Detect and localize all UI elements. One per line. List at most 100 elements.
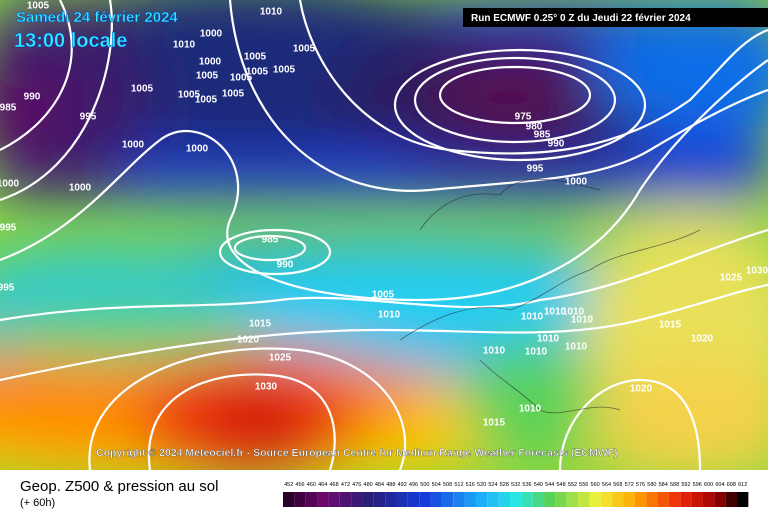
scale-label: 472 [341,482,350,488]
scale-label: 544 [545,482,554,488]
scale-swatch [691,492,703,507]
isobar-label: 1020 [691,334,714,345]
scale-label: 540 [534,482,543,488]
isobar-label: 1000 [199,57,222,68]
scale-label: 572 [625,482,634,488]
scale-swatch [362,492,374,507]
scale-label: 520 [477,482,486,488]
scale-swatch [510,492,522,507]
scale-swatch [283,492,295,507]
isobar-label: 1015 [659,320,682,331]
scale-swatch [475,492,488,507]
isobar-label: 1010 [260,7,283,18]
scale-label: 484 [375,482,384,488]
isobar-label: 1010 [544,307,567,318]
isobar-label: 1005 [293,44,316,55]
scale-swatch [680,492,692,507]
isobar-label: 1010 [571,315,594,326]
isobar-label: 1005 [195,95,218,106]
isobar-label: 1010 [565,342,588,353]
scale-label: 552 [568,482,577,488]
isobar-label: 1005 [178,90,201,101]
scale-swatch [464,492,476,507]
isobar-label: 1030 [746,266,768,277]
scale-label: 464 [318,482,327,488]
isobar-label: 985 [534,130,551,141]
scale-swatch [657,492,669,507]
isobar-label: 985 [262,235,279,246]
scale-swatch [385,492,397,507]
scale-swatch [407,492,420,507]
scale-swatch [544,492,556,507]
scale-swatch [441,492,454,507]
isobar-label: 1000 [186,144,209,155]
scale-swatch [578,492,590,507]
isobar-label: 1000 [0,179,20,190]
scale-swatch [294,492,306,507]
scale-swatch [702,492,715,507]
scale-swatch [714,492,726,507]
scale-label: 500 [420,482,429,488]
scale-label: 468 [329,482,338,488]
scale-swatch [737,492,749,507]
footer-subtitle: (+ 60h) [20,497,55,509]
isobar-label: 1000 [69,183,92,194]
scale-label: 496 [409,482,418,488]
scale-label: 600 [704,482,713,488]
scale-label: 568 [613,482,622,488]
isobar-label: 1005 [230,73,253,84]
scale-label: 580 [647,482,656,488]
scale-label: 476 [352,482,361,488]
scale-label: 488 [386,482,395,488]
isobar-label: 1010 [378,310,401,321]
scale-label: 536 [522,482,531,488]
isobar-label: 1000 [122,140,145,151]
isobar-label: 1010 [521,312,544,323]
scale-label: 584 [659,482,668,488]
scale-label: 596 [693,482,702,488]
scale-swatch [305,492,318,507]
scale-swatch [453,492,465,507]
isobar-label: 995 [0,283,15,294]
isobar-label: 1005 [244,52,267,63]
isobar-label: 1010 [525,347,548,358]
scale-swatch [646,492,658,507]
footer-title: Geop. Z500 & pression au sol [20,478,218,495]
isobar-label: 1020 [237,335,260,346]
scale-label: 456 [295,482,304,488]
isobar-label: 1025 [269,353,292,364]
isobar-label: 1005 [131,84,154,95]
scale-swatch [373,492,386,507]
isobar-label: 975 [515,112,532,123]
isobar-label: 1010 [537,334,560,345]
isobar-label: 990 [548,139,565,150]
scale-label: 512 [454,482,463,488]
date: Samedi 24 février 2024 [16,9,178,26]
run: Run ECMWF 0.25° 0 Z du Jeudi 22 février … [471,13,691,24]
scale-label: 480 [364,482,373,488]
scale-label: 504 [432,482,441,488]
isobars [0,0,768,470]
scale-label: 604 [715,482,724,488]
scale-label: 460 [307,482,316,488]
isobar-label: 990 [277,260,294,271]
isobar-label: 1000 [565,177,588,188]
scale-label: 516 [466,482,475,488]
scale-label: 564 [602,482,611,488]
field [0,0,768,470]
time: 13:00 locale [14,30,127,52]
isobar-label: 1005 [246,67,269,78]
coastlines [399,178,701,414]
scale-label: 524 [488,482,497,488]
scale-swatch [521,492,533,507]
isobar-label: 985 [0,103,17,114]
scale-swatch [317,492,329,507]
isobar-label: 995 [527,164,544,175]
isobar-label: 1000 [200,29,223,40]
scale-label: 452 [284,482,293,488]
scale-swatch [589,492,601,507]
scale-swatch [555,492,567,507]
